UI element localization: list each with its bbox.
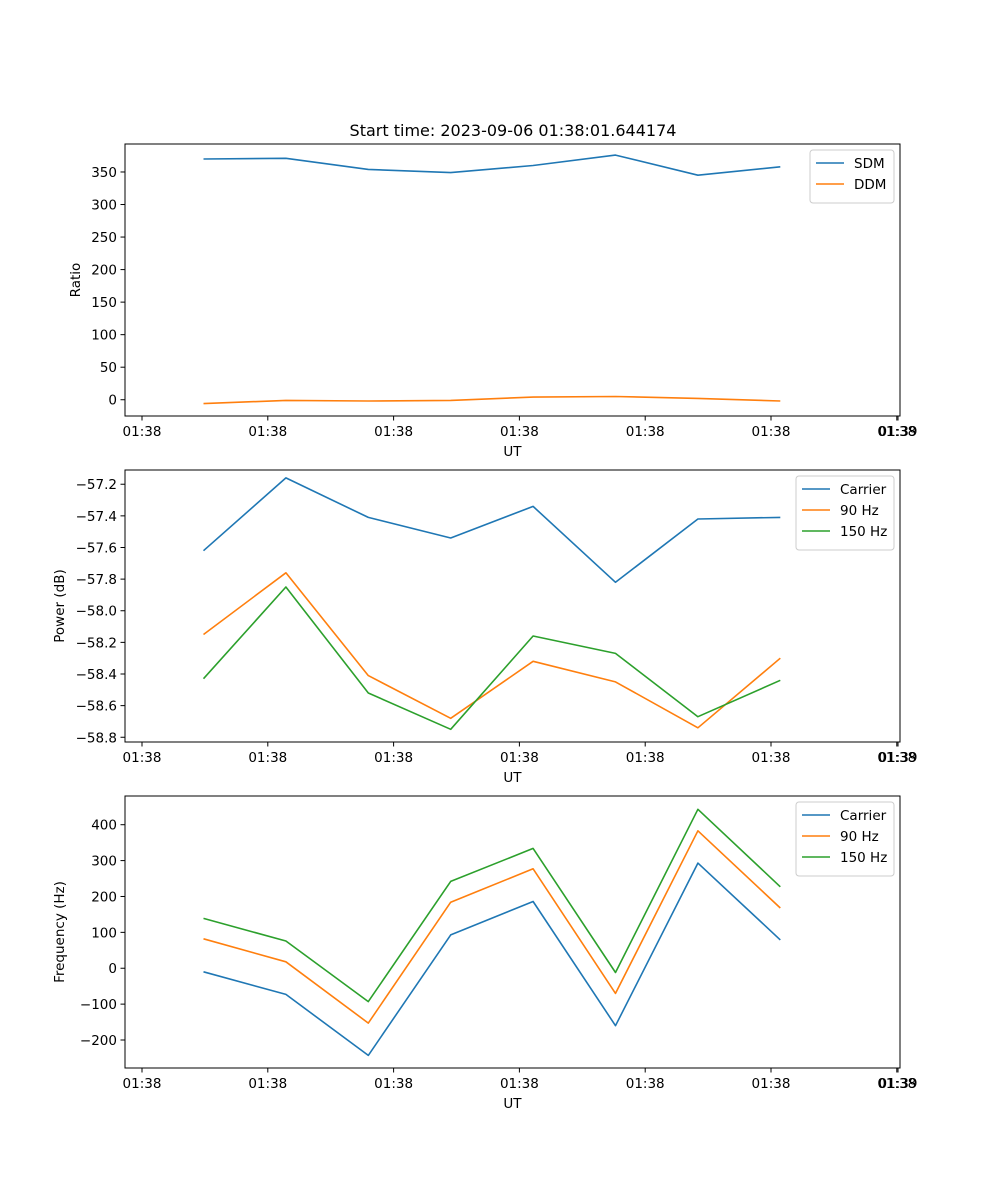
frequency-legend-label-150-hz: 150 Hz (840, 850, 887, 866)
ratio-x-tick-label: 01:38 (500, 424, 539, 440)
frequency-x-tick-label: 01:38 (626, 1076, 665, 1092)
power-axes-frame (124, 469, 901, 743)
power-series-line-150-hz (202, 586, 781, 731)
ratio-x-axis-label: UT (503, 444, 522, 460)
figure-title: Start time: 2023-09-06 01:38:01.644174 (350, 121, 677, 140)
ratio-y-tick-label: 50 (100, 360, 117, 376)
power-y-tick-label: −57.2 (76, 477, 117, 493)
ratio-x-tick-label: 01:38 (877, 424, 916, 440)
frequency-series-line-carrier (203, 862, 781, 1057)
frequency-x-tick-label: 01:38 (248, 1076, 287, 1092)
power-x-tick-label: 01:38 (877, 750, 916, 766)
ratio-panel: 01:38 01:38 01:38 01:38 01:38 01:38 01:3801:39… (68, 143, 918, 460)
ratio-y-tick-label: 100 (91, 328, 117, 344)
ratio-x-tick-label: 01:38 (248, 424, 287, 440)
ratio-axes-frame (124, 143, 901, 417)
ratio-x-tick-label: 01:39 (879, 424, 918, 440)
power-x-axis-label: UT (503, 770, 522, 786)
ratio-x-tick-label: 01:38 (626, 424, 665, 440)
frequency-series-line-90-hz (203, 829, 781, 1024)
ratio-y-tick-label: 150 (91, 295, 117, 311)
power-legend: Carrier 90 Hz 150 Hz (795, 475, 895, 551)
frequency-y-axis-label: Frequency (Hz) (52, 881, 68, 983)
power-panel: 01:38 01:38 01:38 01:38 01:38 01:38 01:3801:39… (52, 469, 918, 786)
power-series-line-carrier (202, 477, 781, 584)
power-y-tick-label: −57.4 (76, 509, 117, 525)
power-x-tick-label: 01:38 (248, 750, 287, 766)
frequency-x-tick-label: 01:38 (123, 1076, 162, 1092)
ratio-legend-label-sdm: SDM (854, 156, 885, 172)
frequency-x-tick-label: 01:39 (879, 1076, 918, 1092)
power-y-tick-label: −57.8 (76, 572, 117, 588)
frequency-y-tick-label: 300 (91, 854, 117, 870)
power-legend-label-150-hz: 150 Hz (840, 524, 887, 540)
frequency-y-tick-label: −200 (80, 1033, 117, 1049)
ratio-y-tick-label: 0 (108, 393, 117, 409)
frequency-legend-label-carrier: Carrier (840, 808, 887, 824)
ratio-series-line-ddm (203, 395, 781, 405)
power-y-tick-label: −58.8 (76, 730, 117, 746)
power-y-tick-label: −58.2 (76, 635, 117, 651)
power-x-tick-label: 01:38 (752, 750, 791, 766)
frequency-legend: Carrier 90 Hz 150 Hz (795, 801, 895, 877)
frequency-series-line-150-hz (203, 808, 781, 1003)
power-y-tick-label: −57.6 (76, 540, 117, 556)
frequency-panel: 01:38 01:38 01:38 01:38 01:38 01:38 01:3801:39… (52, 795, 918, 1112)
power-legend-label-carrier: Carrier (840, 482, 887, 498)
power-x-tick-label: 01:39 (879, 750, 918, 766)
ratio-legend-label-ddm: DDM (854, 177, 886, 193)
frequency-x-tick-label: 01:38 (374, 1076, 413, 1092)
ratio-x-tick-label: 01:38 (123, 424, 162, 440)
power-y-tick-label: −58.6 (76, 699, 117, 715)
frequency-x-axis-label: UT (503, 1096, 522, 1112)
power-y-tick-label: −58.0 (76, 604, 117, 620)
frequency-y-tick-label: 400 (91, 818, 117, 834)
ratio-y-tick-label: 300 (91, 198, 117, 214)
ratio-legend: SDM DDM (809, 149, 895, 204)
frequency-x-tick-label: 01:38 (500, 1076, 539, 1092)
ratio-x-tick-label: 01:38 (752, 424, 791, 440)
frequency-x-tick-label: 01:38 (752, 1076, 791, 1092)
frequency-x-tick-label: 01:38 (877, 1076, 916, 1092)
frequency-y-tick-label: 100 (91, 925, 117, 941)
power-y-axis-label: Power (dB) (52, 569, 68, 642)
ratio-y-axis-label: Ratio (68, 263, 84, 298)
power-series-line-90-hz (203, 571, 781, 729)
power-x-tick-label: 01:38 (626, 750, 665, 766)
power-x-tick-label: 01:38 (123, 750, 162, 766)
ratio-y-tick-label: 350 (91, 165, 117, 181)
ratio-y-tick-label: 250 (91, 230, 117, 246)
frequency-legend-label-90-hz: 90 Hz (840, 829, 879, 845)
ratio-x-tick-label: 01:38 (374, 424, 413, 440)
power-x-tick-label: 01:38 (374, 750, 413, 766)
frequency-y-tick-label: −100 (80, 997, 117, 1013)
ratio-series-line-sdm (203, 154, 781, 176)
power-y-tick-label: −58.4 (76, 667, 117, 683)
ratio-y-tick-label: 200 (91, 263, 117, 279)
power-legend-label-90-hz: 90 Hz (840, 503, 879, 519)
frequency-y-tick-label: 0 (108, 961, 117, 977)
frequency-y-tick-label: 200 (91, 889, 117, 905)
power-x-tick-label: 01:38 (500, 750, 539, 766)
